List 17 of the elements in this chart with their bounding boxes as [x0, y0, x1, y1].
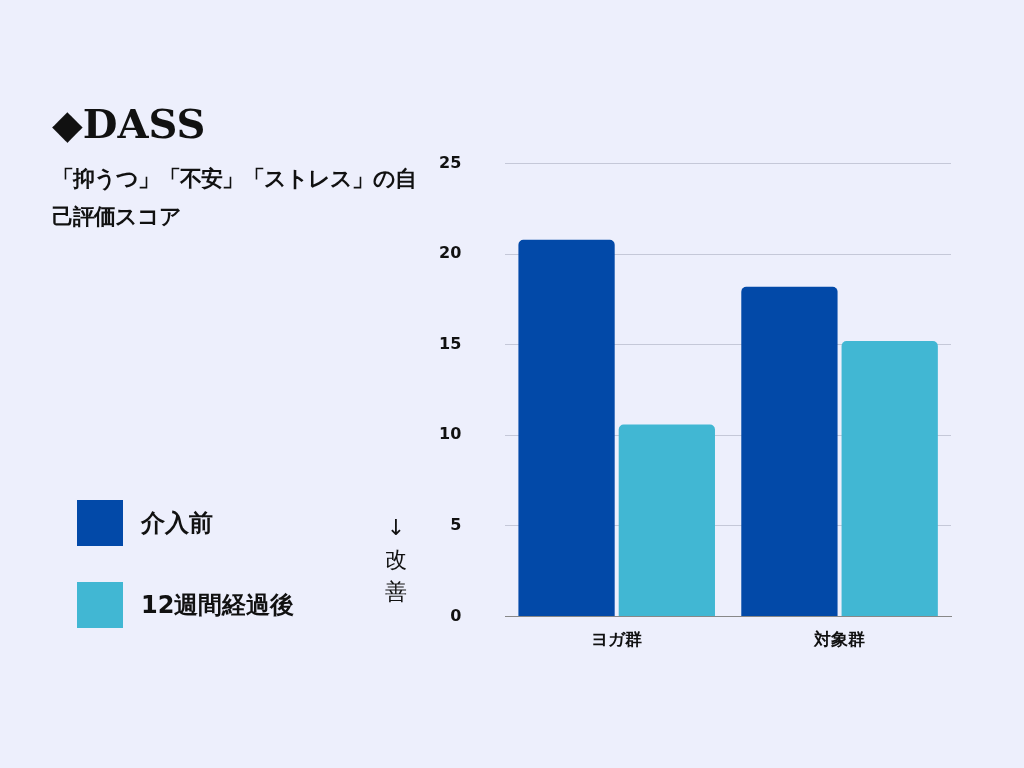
- legend-label: 介入前: [141, 508, 213, 539]
- y-tick-label: 20: [439, 243, 462, 263]
- bar: [518, 239, 615, 616]
- bar: [741, 286, 838, 616]
- y-tick-label: 25: [439, 152, 462, 172]
- x-tick-label: 対象群: [813, 629, 866, 650]
- y-tick-label: 0: [450, 605, 462, 625]
- x-tick-label: ヨガ群: [591, 629, 643, 650]
- text: ↓改善: [384, 514, 408, 606]
- y-tick-label: 15: [439, 333, 462, 353]
- text: 「抑うつ」「不安」「ストレス」の自己評価スコア: [52, 165, 417, 231]
- legend-label: 12週間経過後: [141, 590, 295, 621]
- y-tick-label: 10: [439, 424, 462, 444]
- y-tick-label: 5: [450, 515, 462, 534]
- bar: [618, 424, 715, 616]
- text: ◆DASS: [52, 100, 206, 147]
- bar: [841, 341, 938, 616]
